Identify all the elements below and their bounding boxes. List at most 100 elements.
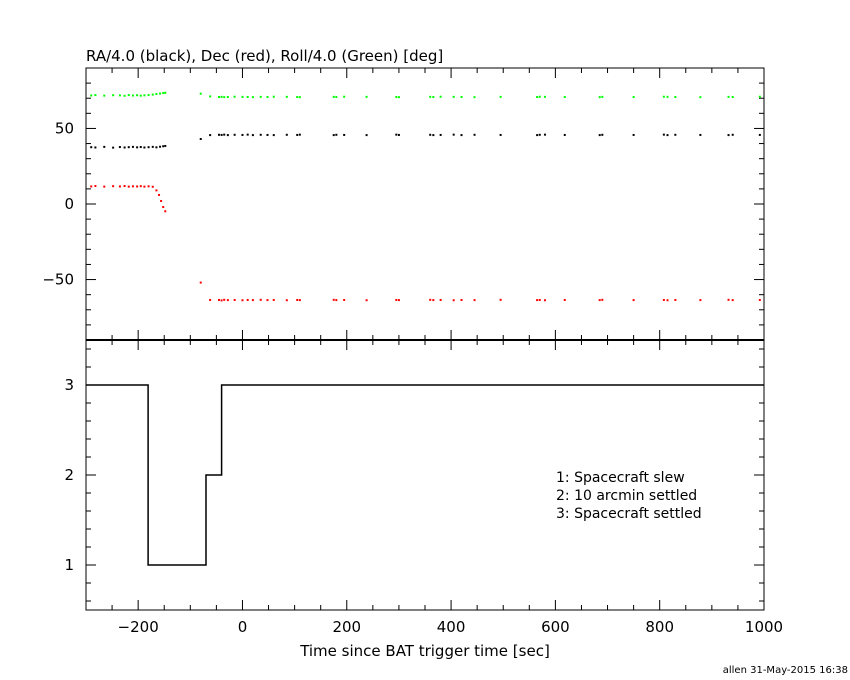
data-point [666,95,669,98]
data-point [335,133,338,136]
data-point [199,281,202,284]
data-point [298,299,301,302]
data-point [90,185,93,188]
data-point [94,94,97,97]
data-point [226,299,229,302]
data-point [220,133,223,136]
data-point [429,95,432,98]
data-point [151,93,154,96]
data-point [296,298,299,301]
data-point [131,94,134,97]
top-panel-frame [85,67,765,341]
data-point [123,185,126,188]
data-point [731,133,734,136]
data-point [266,133,269,136]
data-point [662,133,665,136]
series-2 [90,91,761,99]
bottom-panel-ticks: −200 0 200 400 600 800 1000 1 2 3 [64,340,783,636]
data-point [143,185,146,188]
data-point [598,96,601,99]
data-point [164,210,167,213]
data-point [499,133,502,136]
data-point [103,94,106,97]
data-point [118,94,121,97]
data-point [259,133,262,136]
data-point [632,96,635,99]
top-panel-border [85,67,765,341]
legend-annotation-2: 2: 10 arcmin settled [556,488,697,504]
data-point [241,95,244,98]
data-point [397,133,400,136]
data-point [343,133,346,136]
data-point [164,144,167,147]
data-point [217,298,220,301]
data-point [727,134,730,137]
data-point [758,95,761,98]
data-point [112,185,115,188]
data-point [147,94,150,97]
data-point [241,299,244,302]
data-point [298,96,301,99]
data-point [118,185,121,188]
data-point [272,134,275,137]
data-point [285,299,288,302]
data-point [143,146,146,149]
data-point [460,298,463,301]
data-point [395,96,398,99]
x-tick-label: 0 [238,618,248,636]
top-y-tick-label: 50 [55,119,74,137]
data-point [332,134,335,137]
data-point [112,94,115,97]
data-point [563,133,566,136]
data-point [123,146,126,149]
data-point [158,193,161,196]
data-point [151,185,154,188]
data-point [139,146,142,149]
data-point [632,299,635,302]
data-point [662,95,665,98]
data-point [601,95,604,98]
data-point [332,95,335,98]
legend-annotation-1: 1: Spacecraft slew [556,470,685,486]
settle-status-line [86,384,764,566]
data-point [226,96,229,99]
data-point [601,133,604,136]
data-point [439,95,442,98]
data-point [285,95,288,98]
data-point [452,299,455,302]
top-y-tick-label: 0 [64,195,74,213]
data-point [251,299,254,302]
data-point [136,146,139,149]
footer-credit: allen 31-May-2015 16:38 [723,665,848,676]
x-axis-label: Time since BAT trigger time [sec] [299,642,550,660]
data-point [147,146,150,149]
x-tick-label: 400 [437,618,466,636]
data-point [162,92,165,95]
x-tick-label: 1000 [745,618,783,636]
bottom-y-tick-label: 2 [64,466,74,484]
bottom-y-tick-label: 1 [64,556,74,574]
data-point [601,298,604,301]
data-point [226,134,229,137]
data-point [223,96,226,99]
data-point [217,133,220,136]
data-point [543,299,546,302]
data-point [674,96,677,99]
data-point [536,299,539,302]
data-point [136,94,139,97]
data-point [160,199,163,202]
data-point [758,298,761,301]
data-point [220,299,223,302]
data-point [543,95,546,98]
data-point [246,133,249,136]
data-point [209,298,212,301]
data-point [131,185,134,188]
data-point [727,298,730,301]
data-point [343,298,346,301]
data-point [365,134,368,137]
data-point [452,133,455,136]
data-point [727,95,730,98]
data-point [199,92,202,95]
data-point [699,133,702,136]
data-point [209,134,212,137]
